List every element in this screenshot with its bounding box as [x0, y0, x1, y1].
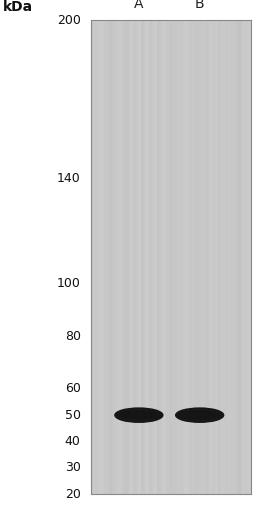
Text: 50: 50: [65, 409, 81, 422]
Ellipse shape: [122, 413, 156, 417]
Ellipse shape: [178, 411, 221, 419]
Ellipse shape: [176, 408, 224, 422]
Text: 80: 80: [65, 330, 81, 343]
Text: 30: 30: [65, 461, 81, 474]
Ellipse shape: [183, 413, 217, 417]
Text: 100: 100: [57, 277, 81, 290]
Ellipse shape: [117, 411, 161, 419]
Text: 140: 140: [57, 172, 81, 185]
Text: B: B: [195, 0, 205, 11]
Text: 40: 40: [65, 435, 81, 448]
Text: A: A: [134, 0, 144, 11]
Text: kDa: kDa: [3, 0, 33, 14]
Ellipse shape: [115, 408, 163, 422]
Text: 20: 20: [65, 487, 81, 501]
Text: 200: 200: [57, 14, 81, 27]
Text: 60: 60: [65, 382, 81, 395]
